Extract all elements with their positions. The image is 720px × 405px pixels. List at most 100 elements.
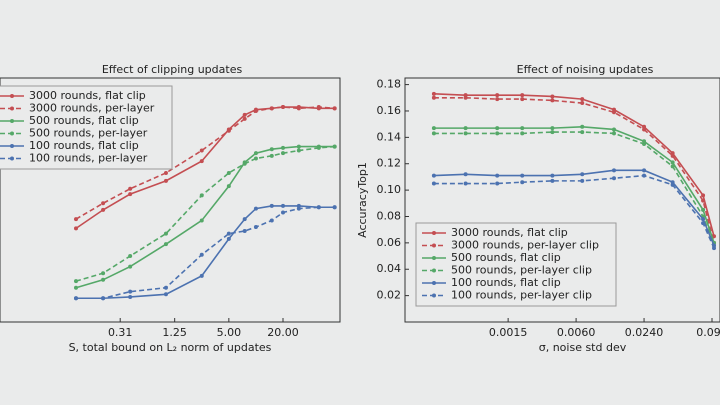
series-line (75, 206, 335, 300)
data-point (281, 203, 286, 208)
data-point (550, 126, 555, 131)
data-point (670, 182, 675, 187)
data-point (431, 95, 436, 100)
y-tick-label: 0.02 (377, 289, 402, 302)
data-point (316, 205, 321, 210)
data-point (431, 173, 436, 178)
legend-marker (10, 156, 14, 161)
legend-marker (10, 119, 14, 123)
x-tick-label: 0.0015 (489, 326, 528, 339)
data-point (611, 176, 616, 181)
legend-box (0, 85, 173, 170)
y-tick-label: 0.12 (377, 157, 402, 170)
data-point (281, 105, 286, 110)
data-point (281, 145, 286, 150)
data-point (101, 296, 106, 301)
data-point (242, 161, 247, 166)
data-point (73, 217, 78, 222)
data-point (226, 128, 231, 133)
data-point (550, 98, 555, 103)
legend-label: 100 rounds, flat clip (451, 276, 561, 289)
data-point (199, 193, 204, 198)
y-tick-label: 0.04 (377, 262, 402, 275)
data-point (701, 193, 706, 198)
legend-marker (432, 256, 436, 260)
data-point (580, 97, 585, 102)
x-tick-label: 0.0060 (557, 326, 596, 339)
data-point (73, 285, 78, 290)
data-point (101, 201, 106, 206)
y-tick-label: 0.06 (377, 236, 402, 249)
data-point (226, 231, 231, 236)
data-point (642, 127, 647, 132)
data-point (495, 173, 500, 178)
data-point (101, 207, 106, 212)
chart-title: Effect of noising updates (517, 63, 654, 76)
data-point (269, 106, 274, 111)
data-point (701, 207, 706, 212)
data-point (253, 108, 258, 113)
data-point (611, 127, 616, 132)
data-point (253, 225, 258, 230)
x-tick-label: 20.00 (267, 326, 299, 339)
data-point (550, 94, 555, 99)
y-tick-label: 0.08 (377, 209, 402, 222)
x-tick-label: 5.00 (217, 326, 242, 339)
data-point (712, 246, 717, 251)
legend-label: 3000 rounds, per-layer (29, 102, 155, 115)
data-point (226, 170, 231, 175)
data-point (495, 97, 500, 102)
data-point (73, 226, 78, 231)
legend-label: 500 rounds, per-layer (29, 127, 148, 140)
legend-marker (10, 131, 14, 136)
x-axis-label: S, total bound on L₂ norm of updates (69, 341, 272, 354)
data-point (128, 186, 133, 191)
data-point (520, 131, 525, 136)
data-point (611, 168, 616, 173)
data-point (431, 181, 436, 186)
data-point (463, 95, 468, 100)
data-point (463, 181, 468, 186)
data-point (73, 296, 78, 301)
legend-label: 100 rounds, per-layer clip (451, 289, 592, 302)
data-point (463, 126, 468, 131)
data-point (520, 126, 525, 131)
data-point (670, 164, 675, 169)
data-point (242, 112, 247, 117)
legend-marker (432, 293, 436, 298)
data-point (580, 130, 585, 135)
data-point (128, 264, 133, 269)
x-tick-label: 0.31 (108, 326, 133, 339)
y-tick-label: 0.14 (377, 130, 402, 143)
legend-label: 3000 rounds, flat clip (451, 226, 568, 239)
plot-frame (404, 77, 720, 323)
data-point (520, 93, 525, 98)
data-point (495, 181, 500, 186)
data-point (580, 124, 585, 129)
data-point (463, 172, 468, 177)
data-point (226, 236, 231, 241)
y-tick-label: 0.18 (377, 78, 402, 91)
y-axis-label: AccuracyTop1 (356, 162, 369, 238)
data-point (701, 221, 706, 226)
data-point (332, 144, 337, 149)
data-point (163, 178, 168, 183)
data-point (242, 217, 247, 222)
data-point (253, 156, 258, 161)
data-point (431, 91, 436, 96)
data-point (242, 116, 247, 121)
data-point (316, 145, 321, 150)
data-point (296, 206, 301, 211)
y-tick-label: 0.16 (377, 104, 402, 117)
data-point (642, 168, 647, 173)
data-point (550, 130, 555, 135)
data-point (495, 126, 500, 131)
data-point (520, 97, 525, 102)
legend-label: 500 rounds, flat clip (451, 251, 561, 264)
data-point (296, 106, 301, 111)
data-point (128, 192, 133, 197)
data-point (269, 147, 274, 152)
data-point (73, 279, 78, 284)
data-point (670, 153, 675, 158)
data-point (670, 160, 675, 165)
